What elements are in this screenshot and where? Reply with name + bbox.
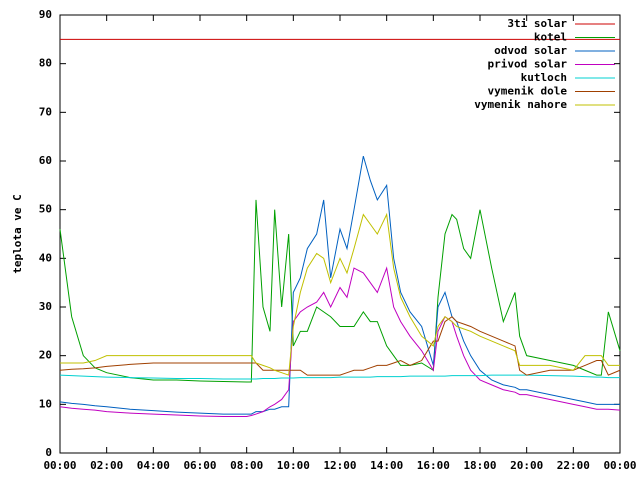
x-tick-label: 14:00 <box>370 459 403 472</box>
y-tick-label: 90 <box>39 8 52 21</box>
y-tick-label: 60 <box>39 154 52 167</box>
y-tick-label: 20 <box>39 349 52 362</box>
legend-label: odvod solar <box>494 44 567 57</box>
legend-label: privod solar <box>488 58 568 71</box>
y-tick-label: 30 <box>39 300 52 313</box>
y-tick-label: 40 <box>39 251 52 264</box>
series-line <box>59 316 621 376</box>
series-line <box>59 266 621 417</box>
y-tick-label: 70 <box>39 105 52 118</box>
legend-label: kutloch <box>521 71 567 84</box>
x-tick-label: 10:00 <box>277 459 310 472</box>
x-tick-label: 12:00 <box>323 459 356 472</box>
x-tick-label: 06:00 <box>183 459 216 472</box>
y-tick-label: 10 <box>39 397 52 410</box>
legend-label: 3ti solar <box>507 17 567 30</box>
series-line <box>60 212 620 376</box>
x-tick-label: 00:00 <box>43 459 76 472</box>
x-tick-label: 18:00 <box>463 459 496 472</box>
x-tick-label: 22:00 <box>557 459 590 472</box>
series-line <box>59 374 620 380</box>
y-axis-label: teplota ve C <box>11 194 24 273</box>
series-line <box>59 199 621 383</box>
x-tick-label: 16:00 <box>417 459 450 472</box>
x-tick-label: 02:00 <box>90 459 123 472</box>
x-tick-label: 20:00 <box>510 459 543 472</box>
x-tick-label: 00:00 <box>603 459 636 472</box>
x-tick-label: 04:00 <box>137 459 170 472</box>
legend-label: kotel <box>534 31 567 44</box>
series-line <box>59 155 620 415</box>
x-tick-label: 08:00 <box>230 459 263 472</box>
y-tick-label: 0 <box>45 446 52 459</box>
y-tick-label: 50 <box>39 203 52 216</box>
legend-label: vymenik dole <box>488 85 568 98</box>
y-tick-label: 80 <box>39 57 52 70</box>
legend-label: vymenik nahore <box>474 98 567 111</box>
